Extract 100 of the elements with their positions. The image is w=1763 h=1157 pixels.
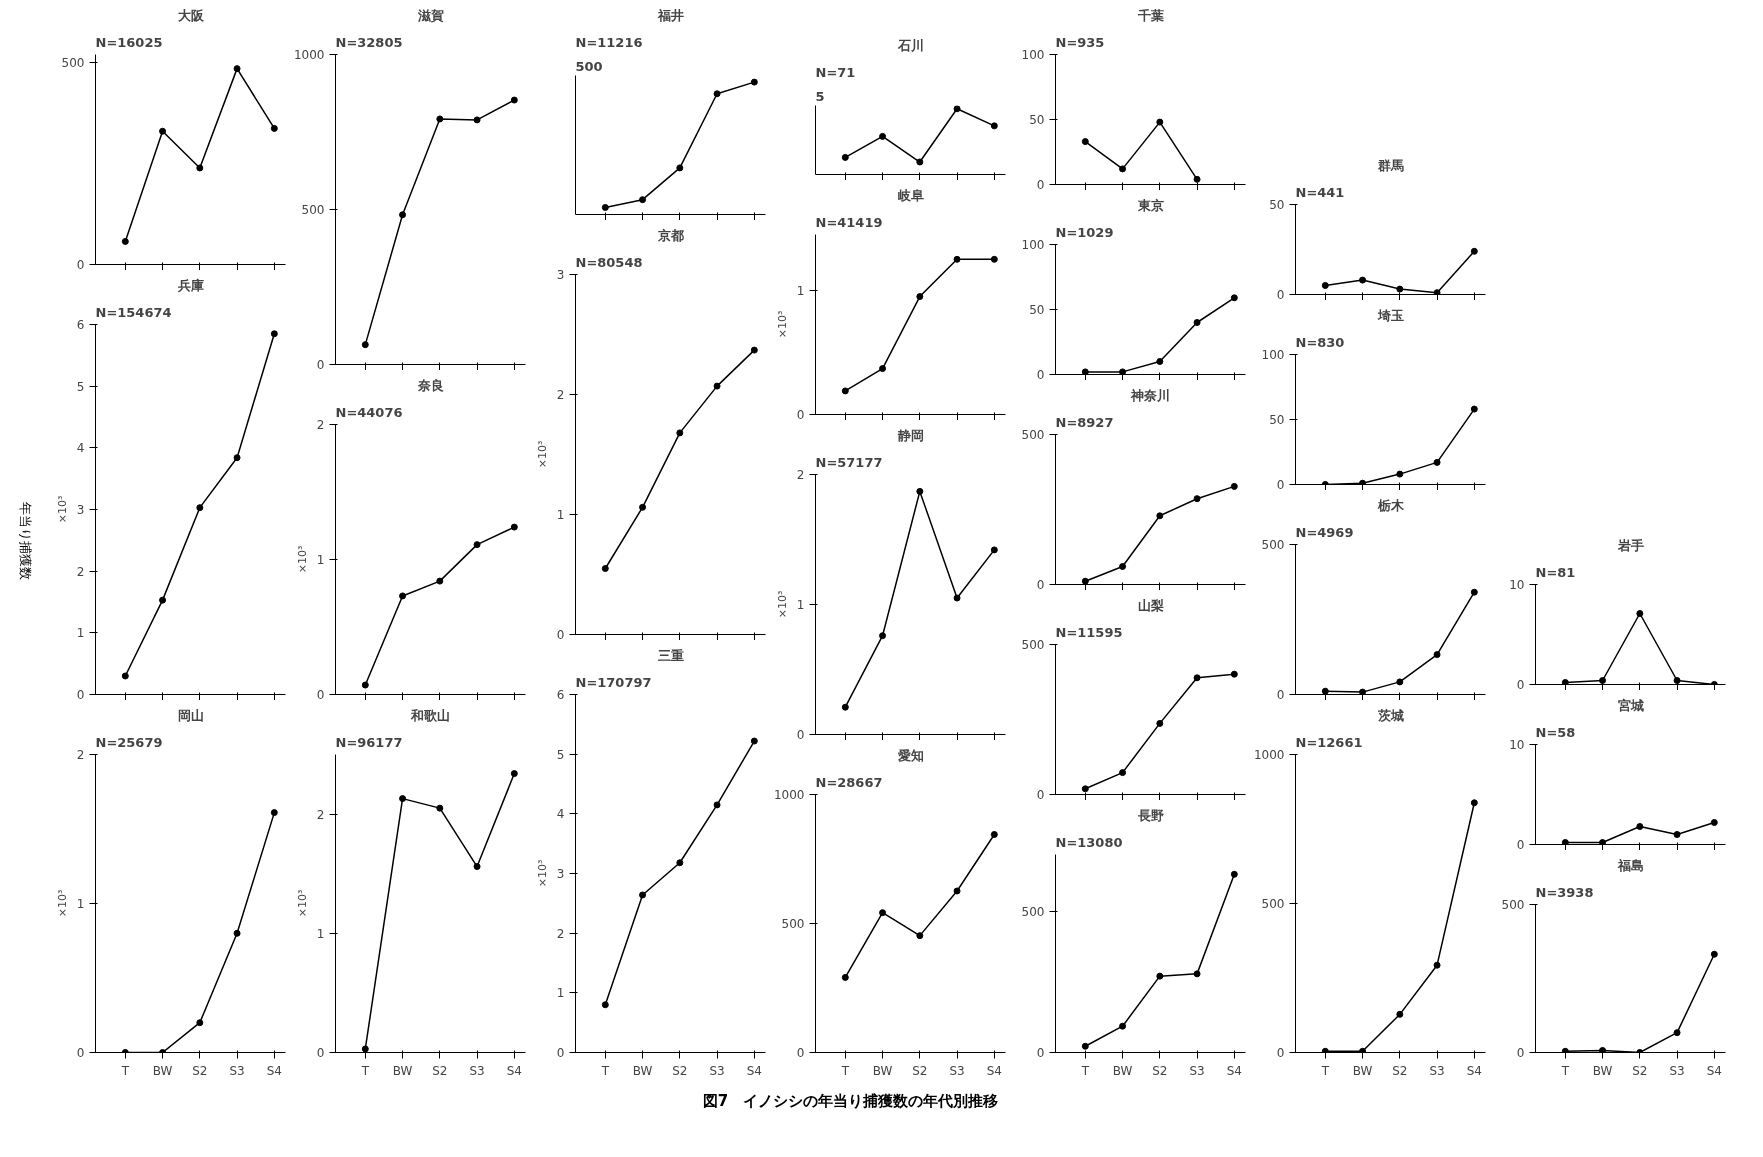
- y-tick-label: 0: [1036, 368, 1045, 382]
- y-tick-label: 6: [556, 688, 565, 702]
- chart-title: 茨城: [1376, 707, 1404, 723]
- x-tick-label: T: [1080, 1063, 1090, 1078]
- x-tick-label: BW: [1112, 1063, 1133, 1078]
- y-tick-label: 0: [796, 408, 805, 422]
- y-axis-title: ×10³: [295, 889, 309, 918]
- chart-title: 千葉: [1136, 7, 1164, 23]
- chart-title: 滋賀: [416, 7, 444, 23]
- x-tick-label: S2: [1632, 1063, 1648, 1078]
- y-tick-label: 500: [1261, 897, 1285, 911]
- y-tick-label: 5: [556, 747, 565, 762]
- y-tick-label: 2: [316, 418, 325, 432]
- text: N=830: [1295, 334, 1345, 350]
- y-tick-label: 50: [1269, 413, 1285, 427]
- text: N=28667: [815, 774, 883, 790]
- y-tick-label: 0: [1036, 788, 1045, 802]
- y-tick-label: 2: [796, 468, 805, 482]
- y-tick-label: 0: [1516, 838, 1525, 852]
- x-tick-label: T: [360, 1063, 370, 1078]
- x-tick-label: T: [1320, 1063, 1330, 1078]
- chart-title: 栃木: [1376, 497, 1405, 513]
- y-axis-title: ×10³: [55, 495, 69, 524]
- text: N=4969: [1295, 524, 1354, 540]
- x-tick-label: BW: [872, 1063, 893, 1078]
- x-tick-label: BW: [152, 1063, 173, 1078]
- y-tick-label: 2: [556, 388, 565, 402]
- text: N=11595: [1055, 624, 1123, 640]
- y-tick-label: 3: [76, 503, 85, 517]
- y-tick-label: 0: [796, 728, 805, 742]
- y-tick-label: 500: [1261, 538, 1285, 552]
- x-tick-label: S2: [432, 1063, 448, 1078]
- text: N=12661: [1295, 734, 1363, 750]
- x-tick-label: S3: [1429, 1063, 1445, 1078]
- y-tick-label: 0: [76, 1046, 85, 1060]
- chart-title: 静岡: [896, 427, 924, 443]
- y-tick-label: 2: [316, 807, 325, 822]
- y-tick-label: 1: [556, 508, 565, 522]
- y-tick-label: 500: [301, 203, 325, 217]
- x-tick-label: S3: [949, 1063, 965, 1078]
- y-tick-label: 10: [1509, 578, 1525, 592]
- text: 500: [575, 58, 603, 74]
- y-tick-label: 0: [316, 688, 325, 702]
- y-tick-label: 500: [781, 917, 805, 931]
- y-tick-label: 0: [76, 688, 85, 702]
- y-axis-title: ×10³: [55, 889, 69, 918]
- y-tick-label: 0: [1276, 688, 1285, 702]
- x-tick-label: S4: [1706, 1063, 1722, 1078]
- chart-title: 長野: [1136, 807, 1164, 823]
- text: N=25679: [95, 734, 163, 750]
- y-tick-label: 0: [1516, 1046, 1525, 1060]
- y-tick-label: 1: [556, 986, 565, 1001]
- text: N=8927: [1055, 414, 1114, 430]
- text: N=1029: [1055, 224, 1114, 240]
- x-tick-label: S2: [192, 1063, 208, 1078]
- x-tick-label: S4: [506, 1063, 522, 1078]
- y-tick-label: 0: [1276, 478, 1285, 492]
- x-tick-label: S3: [1669, 1063, 1685, 1078]
- y-tick-label: 3: [556, 867, 565, 881]
- chart-title: 石川: [896, 37, 924, 53]
- text: N=58: [1535, 724, 1576, 740]
- y-tick-label: 50: [1269, 198, 1285, 212]
- y-axis-title: ×10³: [775, 310, 789, 339]
- y-tick-label: 500: [1501, 898, 1525, 912]
- y-tick-label: 6: [76, 318, 85, 332]
- chart-title: 群馬: [1376, 157, 1404, 173]
- text: N=96177: [335, 734, 403, 750]
- y-tick-label: 100: [1021, 48, 1045, 62]
- text: N=3938: [1535, 884, 1594, 900]
- text: N=935: [1055, 34, 1105, 50]
- text: N=13080: [1055, 834, 1123, 850]
- chart-title: 岐阜: [897, 187, 924, 203]
- y-tick-label: 2: [76, 748, 85, 762]
- y-tick-label: 3: [556, 268, 565, 282]
- x-tick-label: T: [120, 1063, 130, 1078]
- chart-title: 埼玉: [1376, 307, 1404, 323]
- y-tick-label: 2: [76, 564, 85, 579]
- y-tick-label: 0: [1036, 1046, 1045, 1060]
- chart-title: 京都: [656, 227, 684, 243]
- chart-title: 福島: [1616, 857, 1644, 873]
- chart-title: 福井: [656, 7, 684, 23]
- y-tick-label: 4: [76, 441, 85, 456]
- y-axis-title: ×10³: [295, 545, 309, 574]
- y-tick-label: 10: [1509, 738, 1525, 752]
- x-tick-label: T: [600, 1063, 610, 1078]
- y-tick-label: 0: [316, 1046, 325, 1060]
- y-tick-label: 1000: [1253, 748, 1285, 762]
- y-tick-label: 100: [1261, 348, 1285, 362]
- x-tick-label: S4: [1466, 1063, 1482, 1078]
- x-tick-label: S4: [986, 1063, 1002, 1078]
- y-tick-label: 500: [1021, 638, 1045, 652]
- chart-title: 愛知: [897, 747, 924, 763]
- text: N=170797: [575, 674, 652, 690]
- chart-title: 宮城: [1617, 697, 1644, 713]
- x-tick-label: BW: [632, 1063, 653, 1078]
- y-tick-label: 0: [1516, 678, 1525, 692]
- chart-title: 神奈川: [1130, 387, 1170, 403]
- y-tick-label: 0: [76, 258, 85, 272]
- y-tick-label: 0: [1276, 1046, 1285, 1060]
- text: N=44076: [335, 404, 403, 420]
